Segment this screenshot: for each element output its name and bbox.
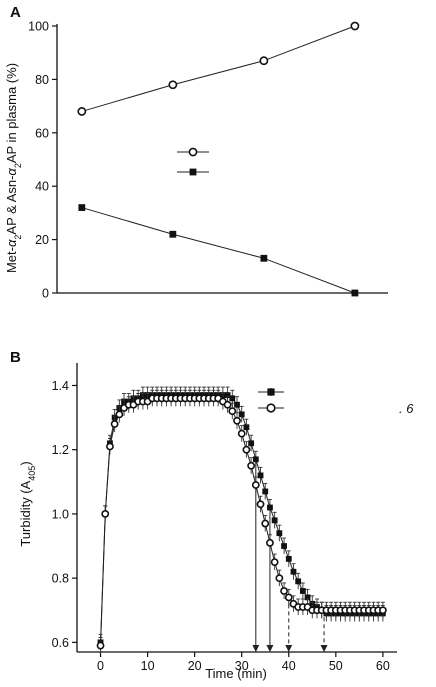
panel-b-data-point bbox=[229, 395, 236, 402]
panel-b-label: B bbox=[10, 349, 21, 366]
panel-a-data-point bbox=[259, 56, 269, 66]
panel-a-data-point bbox=[168, 80, 178, 90]
panel-b-data-point bbox=[284, 593, 293, 602]
panel-b-legend-marker bbox=[267, 388, 275, 396]
panel-b-ytick-label: 1.2 bbox=[52, 443, 69, 457]
panel-a-ytick-label: 40 bbox=[35, 180, 49, 194]
panel-b-data-point bbox=[378, 606, 387, 615]
panel-a-legend bbox=[177, 147, 209, 176]
panel-b-ytick-label: 0.6 bbox=[52, 636, 69, 650]
panel-b-data-point bbox=[110, 420, 119, 428]
panel-b-ytick-label: 1.0 bbox=[52, 507, 69, 521]
panel-b-data-point bbox=[261, 519, 270, 528]
panel-b-data-point bbox=[281, 543, 287, 549]
panel-b-xtick-label: 60 bbox=[376, 659, 390, 673]
panel-b-data-point bbox=[271, 517, 278, 524]
panel-b-data-point bbox=[224, 392, 231, 399]
panel-b-data-point bbox=[270, 558, 279, 566]
panel-a-legend-marker bbox=[189, 168, 197, 176]
panel-a-yaxis-label-group: Met-α2AP & Asn-α2AP in plasma (%) bbox=[4, 63, 23, 273]
panel-a-data-point bbox=[77, 107, 87, 116]
panel-b-data-point bbox=[280, 587, 288, 595]
panel-b-data-point bbox=[252, 456, 259, 463]
panel-b-data-point bbox=[247, 461, 256, 470]
panel-b-data-point bbox=[233, 416, 241, 425]
panel-b-data-point bbox=[234, 401, 240, 408]
panel-b-data-point bbox=[275, 574, 284, 583]
panel-b-data-point bbox=[96, 641, 105, 650]
panel-a-legend-marker bbox=[188, 147, 198, 157]
stray-text-fragment: . 6 bbox=[399, 401, 414, 416]
panel-b-ytick-label: 0.8 bbox=[52, 572, 69, 586]
panel-a-series-line bbox=[81, 25, 356, 112]
panel-b-data-point bbox=[276, 530, 283, 537]
panel-b-data-point bbox=[267, 504, 273, 511]
panel-b-ylabel: Turbidity (A405) bbox=[18, 461, 37, 546]
panel-a-label: A bbox=[10, 4, 21, 21]
panel-a-data-point bbox=[169, 230, 177, 238]
panel-b-data-point bbox=[115, 410, 124, 419]
panel-b-data-point bbox=[304, 594, 311, 601]
panel-b-data-point bbox=[257, 472, 264, 479]
panel-a-ytick-label: 20 bbox=[35, 233, 49, 247]
panel-a-series-line bbox=[81, 207, 356, 294]
panel-b-xlabel: Time (min) bbox=[205, 666, 267, 681]
panel-b-data-point bbox=[248, 440, 255, 447]
panel-b-xtick-label: 20 bbox=[188, 659, 202, 673]
panel-b-xtick-label: 10 bbox=[141, 659, 155, 673]
panel-b-data-point bbox=[299, 588, 306, 594]
panel-a-axes: 0 20 40 60 80 100 bbox=[28, 20, 388, 301]
panel-b-xtick-label: 30 bbox=[235, 659, 249, 673]
panel-b-yaxis-label-group: Turbidity (A405) bbox=[18, 461, 37, 546]
panel-b-data-point bbox=[101, 510, 110, 518]
panel-b-data-point bbox=[295, 578, 302, 585]
panel-b-data-point bbox=[242, 445, 251, 454]
panel-a-data-point bbox=[78, 204, 86, 211]
panel-b-data-point bbox=[238, 411, 245, 418]
panel-a-ytick-label: 60 bbox=[35, 126, 49, 140]
panel-b-data-point bbox=[251, 481, 260, 489]
panel-b-data-point bbox=[256, 500, 265, 509]
panel-b-data-point bbox=[106, 442, 114, 451]
panel-a-data-point bbox=[260, 254, 268, 262]
panel-b-data-point bbox=[285, 555, 292, 562]
panel-a-ytick-label: 100 bbox=[28, 20, 49, 34]
panel-b-data-point bbox=[243, 424, 250, 431]
panel-b-xtick-label: 50 bbox=[329, 659, 343, 673]
panel-b-plot-area bbox=[96, 386, 387, 654]
panel-a-ytick-label: 80 bbox=[35, 73, 49, 87]
panel-b-xtick-label: 0 bbox=[97, 659, 104, 673]
panel-a: A Met-α2AP & Asn-α2AP in plasma (%) 0 20 4… bbox=[4, 4, 388, 301]
panel-b-legend-marker bbox=[266, 403, 276, 413]
panel-b-data-point bbox=[223, 400, 232, 409]
panel-a-data-point bbox=[351, 289, 359, 297]
panel-b-xtick-label: 40 bbox=[282, 659, 296, 673]
panel-b-axes: 0.6 0.8 1.0 1.2 1.4 0 10 20 30 40 50 60 bbox=[52, 363, 397, 673]
panel-b-data-point bbox=[266, 538, 274, 547]
panel-b-data-point bbox=[262, 488, 269, 495]
panel-a-data-point bbox=[350, 21, 360, 31]
panel-a-ylabel: Met-α2AP & Asn-α2AP in plasma (%) bbox=[4, 63, 23, 273]
panel-b-data-point bbox=[228, 407, 237, 416]
panel-b-data-point bbox=[290, 568, 297, 575]
panel-b-data-point bbox=[237, 429, 246, 438]
panel-a-plot-area bbox=[77, 21, 360, 297]
panel-b-ytick-label: 1.4 bbox=[52, 379, 69, 393]
panel-b-legend bbox=[258, 388, 284, 413]
panel-a-ytick-label: 0 bbox=[42, 287, 49, 301]
panel-b: B Turbidity (A405) Time (min) . 6 0.6 0.8… bbox=[10, 349, 414, 681]
